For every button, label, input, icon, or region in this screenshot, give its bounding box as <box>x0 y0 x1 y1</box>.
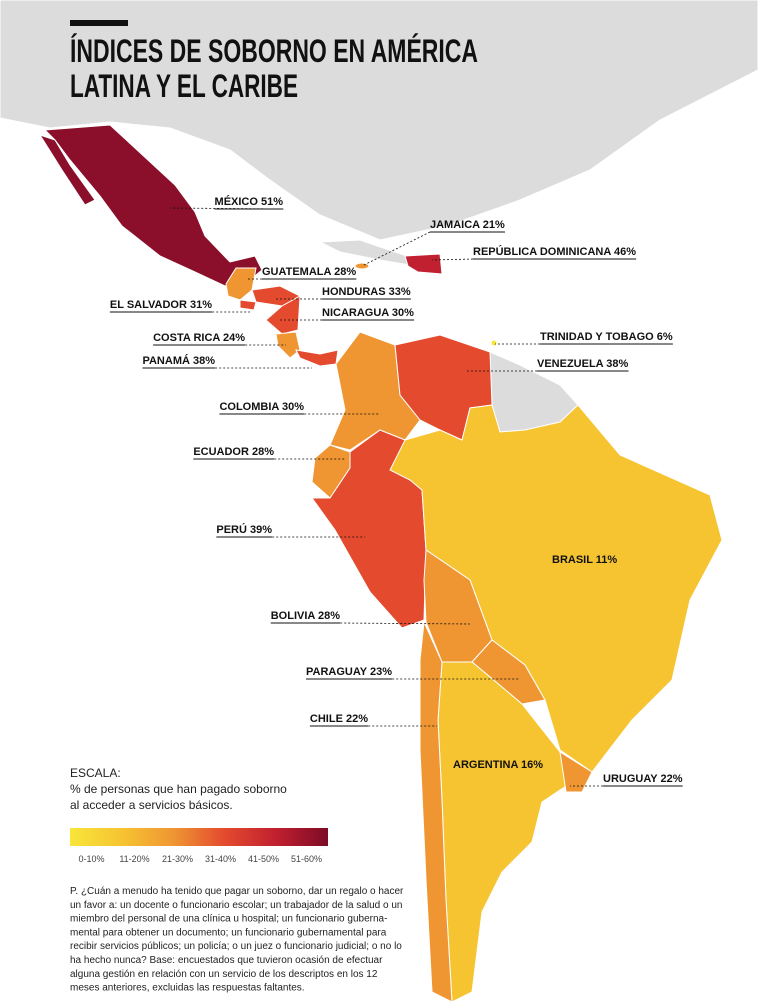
scale-label: 0-10% <box>78 854 104 864</box>
legend-description: al acceder a servicios básicos. <box>70 798 233 812</box>
trinidad <box>490 339 498 347</box>
title-line: ÍNDICES DE SOBORNO EN AMÉRICA <box>70 33 478 69</box>
country-label: REPÚBLICA DOMINICANA 46% <box>473 245 636 258</box>
country-label: BRASIL 11% <box>552 554 617 566</box>
country-label: HONDURAS 33% <box>322 286 411 298</box>
country-label: URUGUAY 22% <box>603 773 683 785</box>
brazil <box>389 404 723 773</box>
scale-label: 21-30% <box>162 854 193 864</box>
country-label: EL SALVADOR 31% <box>110 299 212 311</box>
footnote-line: recibir servicios públicos; un policía; … <box>70 941 402 952</box>
country-label: ECUADOR 28% <box>193 446 274 458</box>
title-bar <box>70 20 128 26</box>
legend-description: % de personas que han pagado soborno <box>70 782 287 796</box>
country-label: MÉXICO 51% <box>215 195 284 208</box>
footnote-line: meses anteriores, excluidas las respuest… <box>70 983 305 994</box>
nicaragua <box>265 295 301 335</box>
panama <box>295 349 339 367</box>
north-america <box>0 0 758 241</box>
el-salvador <box>239 299 257 311</box>
country-label: JAMAICA 21% <box>430 219 505 231</box>
dominican-republic <box>404 253 443 275</box>
scale-label: 11-20% <box>119 854 149 864</box>
leader-line <box>431 258 474 261</box>
chile <box>419 620 453 1003</box>
leader-line <box>169 207 284 210</box>
baja <box>38 134 96 206</box>
country-label: ARGENTINA 16% <box>453 759 543 771</box>
country-label: COSTA RICA 24% <box>153 332 245 344</box>
footnote-line: miembro del personal de una clínica u ho… <box>70 914 387 925</box>
legend-scale <box>70 828 328 846</box>
footnote-line: mental para obtener un documento; un fun… <box>70 927 387 938</box>
country-label: PERÚ 39% <box>216 523 272 536</box>
country-label: PARAGUAY 23% <box>306 666 392 678</box>
scale-label: 31-40% <box>205 854 236 864</box>
footnote-line: P. ¿Cuán a menudo ha tenido que pagar un… <box>70 886 404 897</box>
scale-labels: 0-10% 11-20% 21-30% 31-40% 41-50% 51-60% <box>78 854 322 864</box>
country-label: GUATEMALA 28% <box>262 266 356 278</box>
country-label: NICARAGUA 30% <box>322 307 414 319</box>
leader-line <box>361 231 431 267</box>
leader-line <box>340 622 471 625</box>
scale-label: 41-50% <box>248 854 279 864</box>
legend-heading: ESCALA: <box>70 766 121 780</box>
country-label: CHILE 22% <box>310 713 368 725</box>
footnote-line: un favor a: un docente o funcionario esc… <box>70 900 402 911</box>
title-line: LATINA Y EL CARIBE <box>70 68 298 104</box>
country-label: TRINIDAD Y TOBAGO 6% <box>540 331 673 343</box>
country-label: COLOMBIA 30% <box>219 401 304 413</box>
scale-label: 51-60% <box>291 854 322 864</box>
country-label: BOLIVIA 28% <box>271 610 340 622</box>
uruguay <box>559 751 593 793</box>
country-label: PANAMÁ 38% <box>142 354 215 367</box>
footnote-line: alguna gestión en relación con un servic… <box>70 969 378 980</box>
country-labels: MÉXICO 51% JAMAICA 21% REPÚBLICA DOMINICAN… <box>109 195 683 787</box>
footnote: P. ¿Cuán a menudo ha tenido que pagar un… <box>70 886 404 994</box>
costa-rica <box>275 331 301 359</box>
country-label: VENEZUELA 38% <box>537 358 629 370</box>
footnote-line: ha hecho nunca? Base: encuestados que tu… <box>70 955 383 966</box>
